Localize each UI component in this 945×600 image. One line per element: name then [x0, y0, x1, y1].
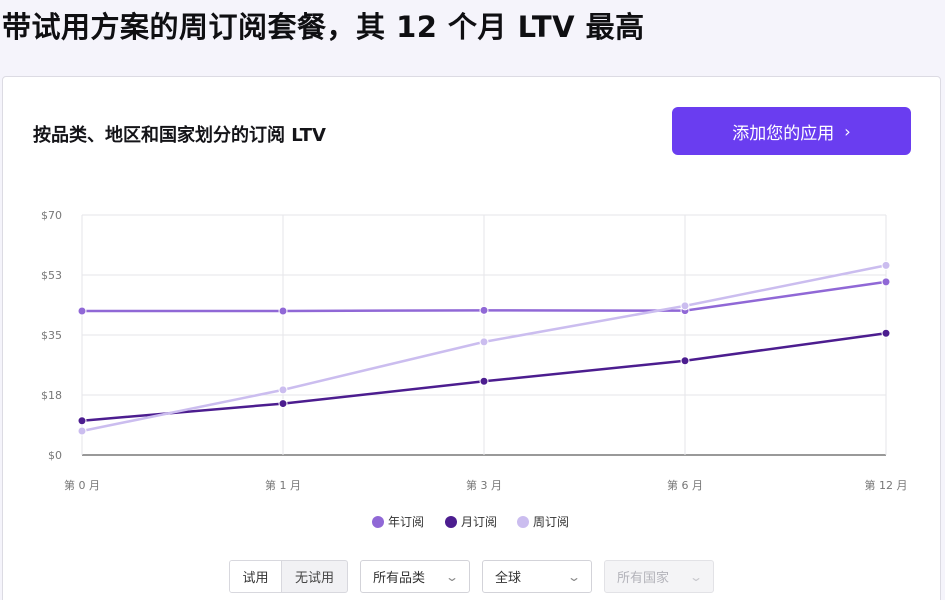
legend-label: 月订阅: [461, 515, 497, 529]
card-title: 按品类、地区和国家划分的订阅 LTV: [33, 125, 326, 146]
y-tick-label: $0: [48, 449, 62, 462]
add-app-button-label: 添加您的应用: [732, 123, 835, 144]
data-point: [77, 416, 87, 426]
chart-series: [77, 260, 891, 436]
y-tick-label: $70: [41, 209, 62, 222]
data-point: [77, 306, 87, 316]
y-tick-label: $53: [41, 269, 62, 282]
x-tick-label: 第 1 月: [265, 478, 301, 492]
region-select-value: 全球: [495, 571, 522, 586]
y-tick-label: $35: [41, 329, 62, 342]
no-trial-option[interactable]: 无试用: [294, 571, 334, 586]
country-select: 所有国家 ⌄: [604, 560, 714, 593]
add-app-button[interactable]: 添加您的应用 ›: [672, 107, 911, 155]
country-select-value: 所有国家: [617, 571, 670, 586]
trial-option[interactable]: 试用: [230, 561, 282, 592]
data-point: [278, 399, 288, 409]
y-axis-ticks: $0 $18 $35 $53 $70: [41, 209, 62, 462]
chart-grid: [81, 214, 887, 456]
region-select[interactable]: 全球 ⌄: [482, 560, 592, 593]
legend-label: 年订阅: [388, 515, 424, 529]
x-tick-label: 第 6 月: [667, 478, 703, 492]
legend-marker: [372, 516, 384, 528]
data-point: [881, 328, 891, 338]
x-tick-label: 第 3 月: [466, 478, 502, 492]
legend-label: 周订阅: [533, 515, 569, 529]
data-point: [479, 305, 489, 315]
category-select[interactable]: 所有品类 ⌄: [360, 560, 470, 593]
data-point: [479, 376, 489, 386]
data-point: [680, 301, 690, 311]
chevron-down-icon: ⌄: [566, 569, 582, 584]
data-point: [881, 277, 891, 287]
data-point: [77, 426, 87, 436]
data-point: [278, 385, 288, 395]
category-select-value: 所有品类: [373, 571, 426, 586]
chevron-down-icon: ⌄: [444, 569, 460, 584]
data-point: [278, 306, 288, 316]
x-tick-label: 第 12 月: [865, 478, 908, 492]
data-point: [680, 356, 690, 366]
chevron-right-icon: ›: [844, 121, 851, 141]
legend-marker: [517, 516, 529, 528]
x-tick-label: 第 0 月: [64, 478, 100, 492]
trial-toggle[interactable]: 试用 无试用: [229, 560, 348, 593]
chevron-down-icon: ⌄: [688, 569, 704, 584]
ltv-card: 按品类、地区和国家划分的订阅 LTV 添加您的应用 ›: [2, 76, 941, 600]
x-axis-ticks: 第 0 月 第 1 月 第 3 月 第 6 月 第 12 月: [64, 478, 908, 492]
y-tick-label: $18: [41, 389, 62, 402]
ltv-line-chart: $0 $18 $35 $53 $70 第 0 月 第 1 月 第 3 月 第 6 月 第 12 …: [41, 209, 908, 529]
data-point: [479, 337, 489, 347]
chart-legend: 年订阅 月订阅 周订阅: [372, 515, 569, 529]
data-point: [881, 260, 891, 270]
legend-marker: [445, 516, 457, 528]
page-title: 带试用方案的周订阅套餐，其 12 个月 LTV 最高: [2, 10, 645, 44]
